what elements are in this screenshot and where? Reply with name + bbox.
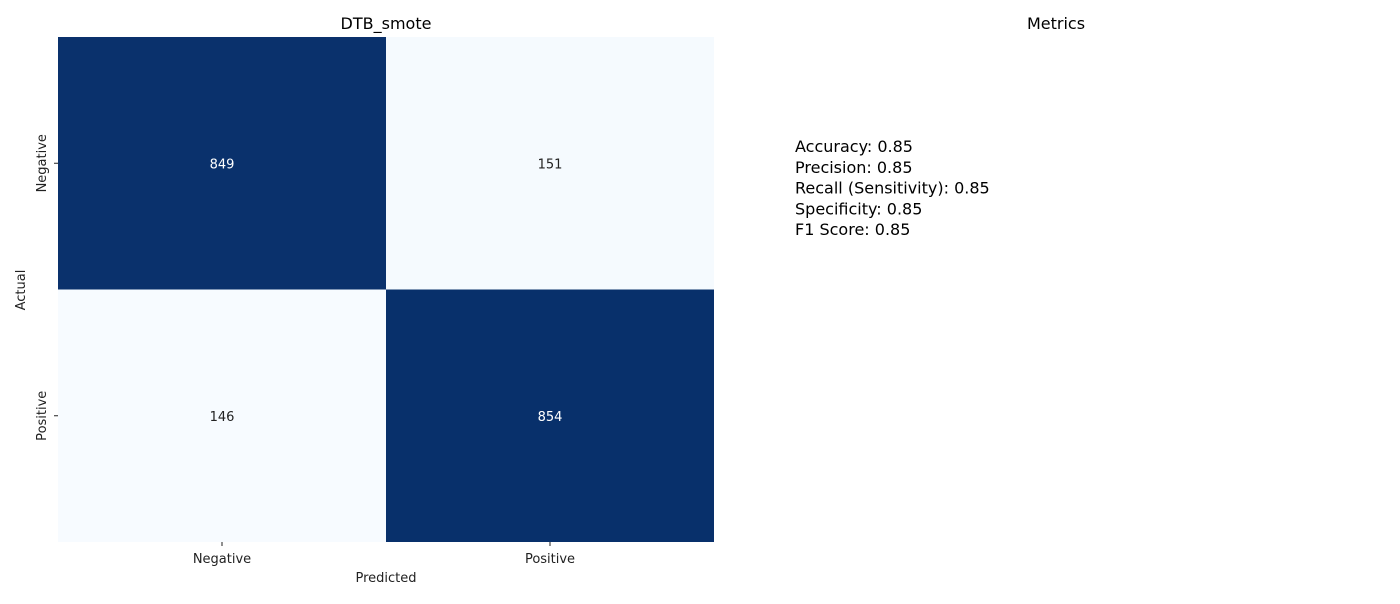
metric-line: Recall (Sensitivity): 0.85: [795, 179, 990, 198]
heatmap-cell-value-r0-c1: 151: [538, 157, 563, 172]
y-axis-label: Actual: [14, 270, 29, 311]
heatmap-cell-r0-c0: [58, 37, 386, 290]
heatmap-cell-labels: 849 151 146 854: [210, 157, 563, 425]
heatmap-cells: [58, 37, 714, 542]
y-axis-ticks: Negative Positive: [35, 134, 58, 441]
metrics-title: Metrics: [1027, 14, 1085, 33]
heatmap-title: DTB_smote: [341, 14, 432, 34]
metric-line: Accuracy: 0.85: [795, 137, 913, 156]
heatmap-cell-value-r0-c0: 849: [210, 157, 235, 172]
metric-line: F1 Score: 0.85: [795, 220, 910, 239]
metric-line: Precision: 0.85: [795, 158, 913, 177]
y-tick-label: Positive: [35, 391, 50, 441]
heatmap-cell-value-r1-c1: 854: [538, 410, 563, 425]
metric-line: Specificity: 0.85: [795, 199, 922, 218]
heatmap-cell-r1-c1: [386, 289, 714, 542]
heatmap-cell-value-r1-c0: 146: [210, 410, 235, 425]
heatmap-cell-r0-c1: [386, 37, 714, 290]
x-axis-ticks: Negative Positive: [193, 542, 575, 567]
heatmap-cell-r1-c0: [58, 289, 386, 542]
metrics-list: Accuracy: 0.85 Precision: 0.85 Recall (Sen…: [795, 137, 990, 239]
x-tick-label: Positive: [525, 552, 575, 567]
x-tick-label: Negative: [193, 552, 251, 567]
y-tick-label: Negative: [35, 134, 50, 192]
x-axis-label: Predicted: [355, 571, 416, 586]
